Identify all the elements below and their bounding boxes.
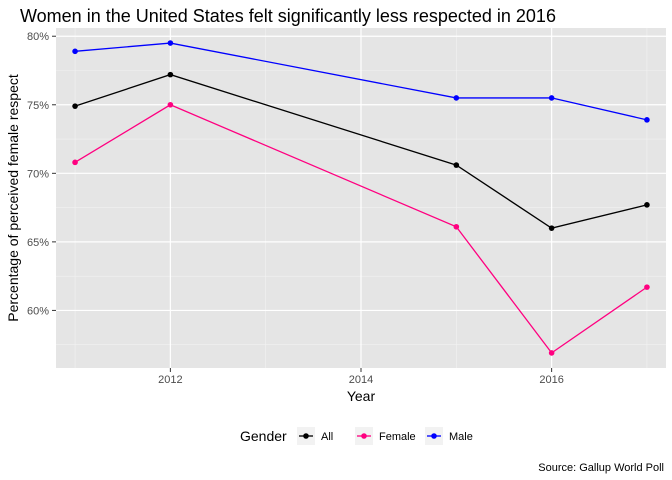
- x-tick-label: 2016: [539, 374, 563, 386]
- y-axis-ticks: 60% 65% 70% 75% 80%: [27, 31, 56, 317]
- series-lines: [72, 40, 650, 356]
- y-tick-label: 65%: [27, 237, 49, 249]
- x-tick-label: 2014: [349, 374, 373, 386]
- data-point: [72, 103, 78, 109]
- x-tick-label: 2012: [158, 374, 182, 386]
- legend-label: Female: [379, 431, 416, 443]
- data-point: [167, 71, 174, 78]
- data-point: [72, 48, 78, 55]
- legend-key-point: [303, 433, 309, 439]
- legend: Gender All Female Male: [240, 427, 473, 445]
- data-point: [548, 225, 555, 231]
- legend-key-point: [361, 433, 367, 439]
- series-male: [72, 40, 650, 123]
- legend-label: All: [321, 431, 333, 443]
- legend-label: Male: [449, 431, 473, 443]
- legend-item-female: Female: [355, 427, 416, 445]
- y-tick-label: 80%: [27, 31, 49, 43]
- data-point: [644, 117, 650, 123]
- data-point: [167, 101, 174, 108]
- grid-lines: [56, 28, 666, 368]
- y-tick-label: 60%: [27, 305, 49, 317]
- data-point: [453, 162, 460, 168]
- data-point: [72, 159, 78, 166]
- series-female: [72, 101, 650, 356]
- chart-title: Women in the United States felt signific…: [20, 6, 556, 26]
- x-axis-title: Year: [347, 388, 376, 404]
- data-point: [548, 95, 555, 101]
- y-tick-label: 70%: [27, 168, 49, 180]
- data-point: [644, 202, 650, 208]
- legend-item-all: All: [297, 427, 333, 445]
- data-point: [167, 40, 174, 46]
- legend-key-point: [431, 433, 437, 439]
- data-point: [453, 223, 460, 230]
- y-axis-title: Percentage of perceived female respect: [5, 74, 21, 322]
- data-point: [644, 284, 650, 290]
- x-axis-ticks: 2012 2014 2016: [158, 368, 564, 386]
- data-point: [548, 350, 555, 356]
- chart-caption: Source: Gallup World Poll: [538, 462, 664, 474]
- series-all: [72, 71, 650, 231]
- legend-title: Gender: [240, 428, 287, 444]
- y-tick-label: 75%: [27, 100, 49, 112]
- legend-item-male: Male: [425, 427, 473, 445]
- data-point: [453, 95, 460, 101]
